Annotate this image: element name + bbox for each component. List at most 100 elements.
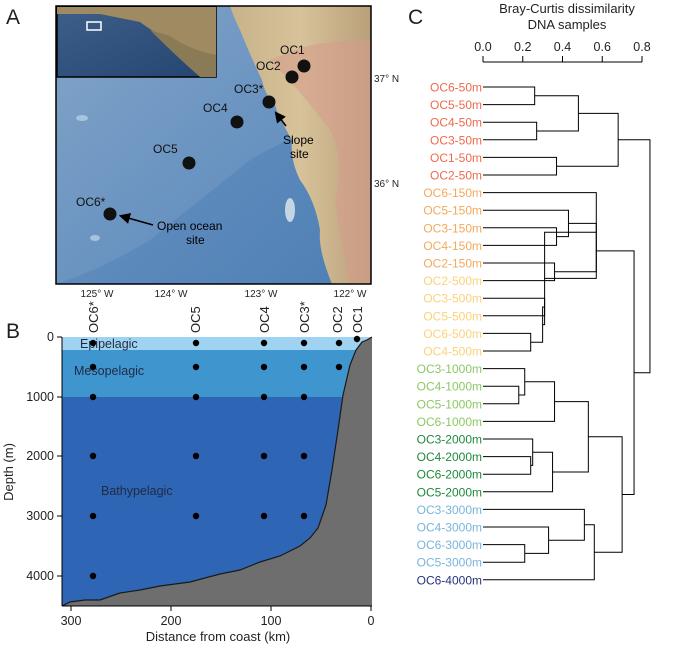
dendrogram-leaf-label: OC4-150m [423, 239, 482, 253]
dendrogram-link [483, 508, 585, 541]
dendrogram-leaf-label: OC6-50m [430, 81, 482, 95]
panel-c-letter: C [408, 6, 423, 29]
station-marker-4 [230, 115, 244, 129]
dendrogram-leaf-label: OC6-3000m [417, 538, 482, 552]
dendrogram-link [483, 86, 536, 106]
dendrogram-leaf-label: OC6-2000m [417, 468, 482, 482]
sample-dot [335, 363, 343, 371]
dendrogram-link [483, 451, 554, 493]
mountain-shade [270, 40, 371, 284]
dendrogram-leaf-label: OC5-150m [423, 204, 482, 218]
dendrogram-link [534, 95, 579, 132]
dendrogram-link [483, 368, 526, 396]
dendrogram-link [552, 401, 589, 473]
seafloor-profile [62, 337, 372, 606]
sample-dot [89, 512, 97, 520]
dendrogram-link [483, 385, 520, 405]
dendrogram-tick-label: 0.8 [633, 40, 650, 54]
dendrogram-leaf-label: OC4-2000m [417, 450, 482, 464]
lon-tick-124: 124° W [155, 289, 188, 300]
dendrogram-link [483, 438, 534, 466]
sample-dot [260, 393, 268, 401]
sample-dots [89, 335, 361, 580]
dendrogram-link [483, 262, 556, 282]
dendrogram-link [544, 222, 597, 279]
dendrogram-link [588, 436, 623, 553]
sample-dot [192, 393, 200, 401]
station-label-1: OC1 [280, 43, 305, 57]
open-ocean-arrow [118, 213, 154, 226]
station-marker-3 [262, 95, 276, 109]
depth-axis-label: Depth (m) [1, 443, 16, 501]
dendrogram-leaf-label: OC3-2000m [417, 433, 482, 447]
map-stations: OC1 OC2 OC3* OC4 OC5 OC6* [76, 43, 311, 221]
sample-dot [192, 512, 200, 520]
dendrogram-leaf-label: OC5-50m [430, 98, 482, 112]
sample-dot [192, 363, 200, 371]
sample-dot [335, 339, 343, 347]
lon-tick-123: 123° W [245, 289, 278, 300]
seamount-1 [76, 115, 88, 121]
station-label-3: OC3* [234, 82, 264, 96]
dendrogram-leaf-label: OC1-50m [430, 151, 482, 165]
station-label-4: OC4 [203, 101, 228, 115]
slope-label-1: Slope [283, 133, 314, 147]
dendrogram-leaf-label: OC6-150m [423, 186, 482, 200]
sample-dot [89, 339, 97, 347]
depth-tick-3000: 3000 [26, 509, 54, 523]
sample-dot [89, 452, 97, 460]
dendrogram-leaf-label: OC5-1000m [417, 397, 482, 411]
station-label-oc3: OC3* [297, 301, 312, 333]
dendrogram-leaf-label: OC2-50m [430, 169, 482, 183]
sample-dot [300, 339, 308, 347]
station-label-oc2: OC2 [330, 306, 345, 333]
sample-dot [192, 452, 200, 460]
dendrogram-leaf-label: OC2-500m [423, 274, 482, 288]
dendrogram-link [596, 250, 635, 496]
depth-tick-1000: 1000 [26, 390, 54, 404]
station-label-oc4: OC4 [257, 306, 272, 333]
dendrogram-leaf-label: OC4-50m [430, 116, 482, 130]
depth-tick-4000: 4000 [26, 569, 54, 583]
sample-dot [260, 363, 268, 371]
sample-dot [353, 335, 361, 343]
lat-tick-36: 36° N [374, 179, 399, 190]
dendrogram-link [530, 306, 545, 343]
dendrogram-leaf-label: OC3-1000m [417, 362, 482, 376]
dendrogram-leaf-label: OC5-500m [423, 309, 482, 323]
dendrogram-tick-label: 0.4 [554, 40, 571, 54]
station-label-2: OC2 [256, 59, 281, 73]
dendrogram-leaf-label: OC6-4000m [417, 573, 482, 587]
dendrogram-link [483, 456, 532, 475]
slope-arrow [274, 111, 287, 127]
lon-tick-122: 122° W [334, 289, 367, 300]
station-label-5: OC5 [153, 142, 178, 156]
dendrogram-tick-label: 0.0 [474, 40, 491, 54]
dendrogram-title-line2: DNA samples [528, 17, 607, 32]
dendrogram-link [483, 544, 526, 563]
distance-tick-100: 100 [261, 614, 282, 628]
inset-land-2 [150, 30, 216, 77]
dendrogram-link [483, 526, 550, 554]
bathypelagic-label: Bathypelagic [101, 484, 173, 498]
dendrogram-leaves: OC6-50m OC5-50m OC4-50m OC3-50m OC1-50m OC2-5… [417, 81, 482, 588]
dendrogram-link [483, 297, 546, 317]
dendrogram-leaf-label: OC3-150m [423, 221, 482, 235]
station-label-oc5: OC5 [188, 306, 203, 333]
station-marker-1 [297, 59, 311, 73]
seamount-3 [285, 198, 295, 222]
panel-a-map: A OC1 OC2 OC3* OC4 OC5 OC6* Slope site Open o… [6, 5, 399, 300]
inset-land [57, 7, 216, 60]
station-marker-2 [285, 70, 299, 84]
dendrogram-leaf-label: OC2-150m [423, 257, 482, 271]
dendrogram-link [483, 227, 558, 246]
sample-dot [89, 363, 97, 371]
sample-dot [300, 512, 308, 520]
open-ocean-label-1: Open ocean [157, 219, 222, 233]
dendrogram-leaf-label: OC4-3000m [417, 521, 482, 535]
distance-tick-300: 300 [61, 614, 82, 628]
seamount-2 [90, 235, 100, 241]
dendrogram-link [556, 112, 619, 167]
panel-b-letter: B [6, 320, 20, 343]
inset-study-box [86, 21, 102, 31]
